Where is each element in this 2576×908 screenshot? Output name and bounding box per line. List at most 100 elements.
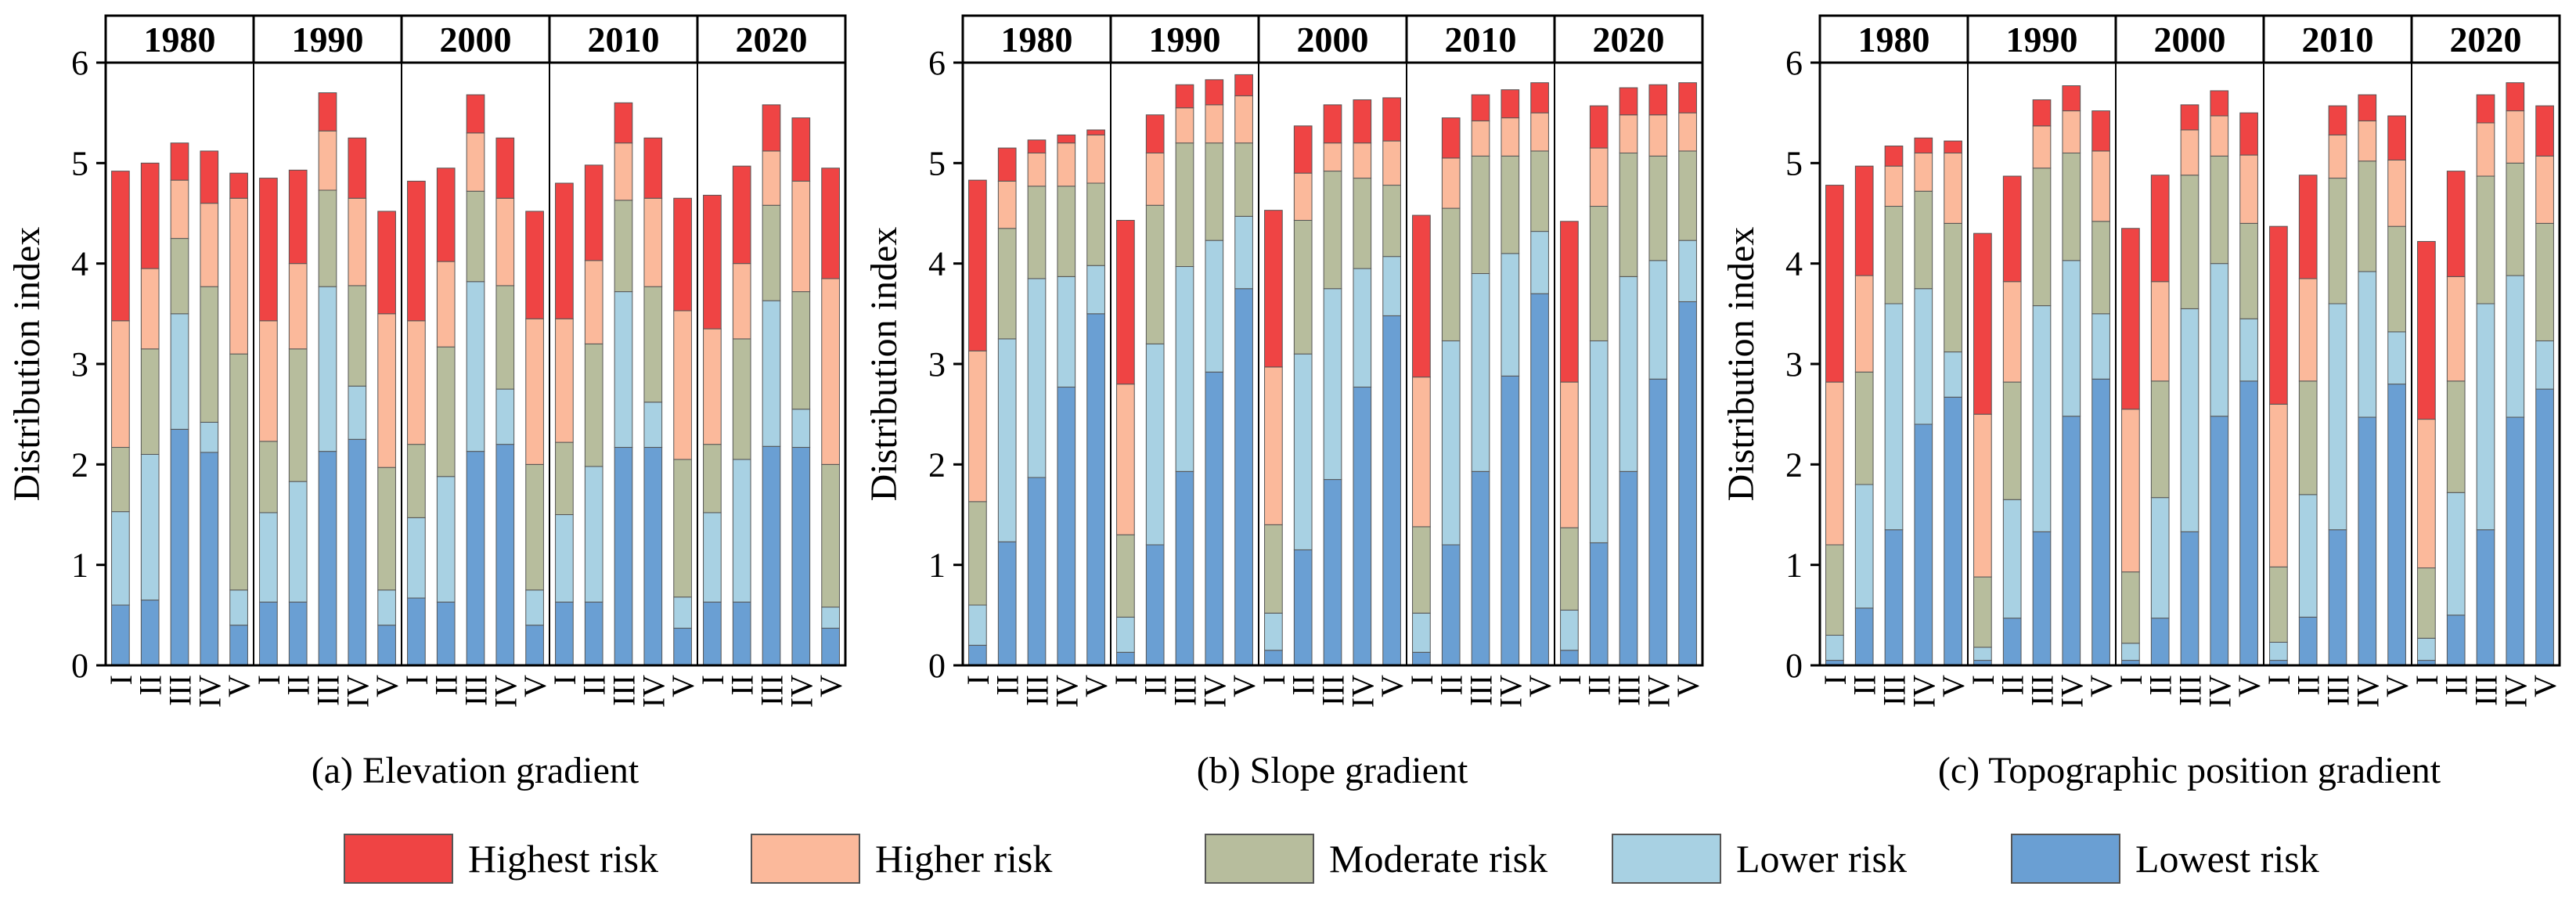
bar-segment-lowest bbox=[2032, 531, 2052, 666]
year-label: 2000 bbox=[1297, 20, 1369, 59]
category-label: IV bbox=[2498, 675, 2533, 708]
bar-segment-lowest bbox=[2062, 416, 2081, 666]
bar-segment-lowest bbox=[1116, 651, 1135, 666]
bar-segment-moderate bbox=[2032, 168, 2052, 307]
bar-segment-lower bbox=[1353, 268, 1372, 388]
bar-segment-highest bbox=[1116, 219, 1135, 385]
bar-segment-lower bbox=[2150, 497, 2170, 619]
bar-segment-higher bbox=[1944, 153, 1962, 224]
category-label: I bbox=[547, 675, 582, 685]
bar-segment-moderate bbox=[1914, 190, 1933, 290]
bar-segment-highest bbox=[673, 197, 692, 312]
bar-segment-lower bbox=[1884, 303, 1904, 531]
bar-segment-highest bbox=[555, 182, 574, 319]
bar-segment-moderate bbox=[2358, 160, 2377, 272]
bar-segment-highest bbox=[1057, 134, 1076, 144]
bar-segment-lower bbox=[2091, 313, 2110, 380]
bar-segment-lowest bbox=[997, 541, 1017, 666]
bar-segment-higher bbox=[288, 263, 308, 350]
bar-segment-lower bbox=[762, 300, 781, 447]
bar-segment-lowest bbox=[1412, 651, 1431, 666]
category-label: II bbox=[281, 675, 316, 696]
bar-segment-moderate bbox=[2328, 178, 2347, 304]
bar-segment-lowest bbox=[1057, 387, 1076, 666]
bar-segment-highest bbox=[1944, 140, 1962, 154]
y-tick-label: 1 bbox=[1785, 546, 1803, 585]
y-tick-label: 5 bbox=[928, 144, 946, 182]
bar-segment-lowest bbox=[2328, 529, 2347, 666]
bar-segment-highest bbox=[229, 172, 248, 199]
bar-segment-higher bbox=[584, 260, 603, 344]
bar-segment-highest bbox=[1825, 185, 1844, 383]
bar-segment-lower bbox=[1086, 265, 1105, 315]
bar-segment-lowest bbox=[1501, 375, 1520, 666]
bar-segment-lower bbox=[200, 421, 219, 453]
bar-segment-lowest bbox=[495, 444, 515, 666]
bar-segment-higher bbox=[259, 320, 278, 442]
bar-segment-lower bbox=[140, 454, 160, 601]
category-label: V bbox=[2084, 675, 2119, 697]
bar-segment-higher bbox=[1116, 384, 1135, 535]
y-axis-title: Distribution index bbox=[1720, 227, 1762, 502]
category-label: I bbox=[2113, 675, 2149, 685]
bar-segment-moderate bbox=[997, 228, 1017, 340]
year-label: 1980 bbox=[1001, 20, 1073, 59]
y-tick-label: 5 bbox=[1785, 144, 1803, 182]
bar-segment-higher bbox=[2002, 281, 2022, 383]
bar-segment-highest bbox=[2476, 94, 2495, 124]
year-label: 2010 bbox=[1445, 20, 1517, 59]
bar-segment-lowest bbox=[140, 600, 160, 666]
bar-segment-moderate bbox=[1973, 576, 1992, 648]
bar-segment-lowest bbox=[1382, 315, 1401, 666]
category-label: III bbox=[1168, 675, 1203, 706]
bar-segment-lowest bbox=[111, 604, 130, 666]
bar-segment-moderate bbox=[1027, 186, 1047, 279]
category-label: II bbox=[990, 675, 1025, 696]
bar-segment-moderate bbox=[673, 459, 692, 598]
bar-segment-lower bbox=[2121, 643, 2140, 661]
bar-segment-moderate bbox=[1293, 219, 1313, 355]
bar-segment-lower bbox=[466, 281, 485, 452]
category-label: V bbox=[813, 675, 848, 697]
bar-segment-lowest bbox=[348, 438, 367, 666]
bar-segment-moderate bbox=[407, 444, 426, 518]
bar-segment-higher bbox=[1205, 104, 1224, 144]
bar-segment-lowest bbox=[170, 428, 189, 666]
bar-segment-moderate bbox=[1116, 534, 1135, 618]
chart-caption: (c) Topographic position gradient bbox=[1938, 750, 2441, 791]
bar-segment-moderate bbox=[1678, 150, 1697, 241]
category-label: V bbox=[222, 675, 257, 697]
bar-segment-moderate bbox=[968, 501, 987, 606]
bar-segment-highest bbox=[1086, 129, 1105, 135]
bar-segment-lowest bbox=[436, 601, 456, 666]
bar-segment-highest bbox=[2150, 175, 2170, 283]
bar-segment-higher bbox=[1323, 142, 1342, 172]
bar-segment-lower bbox=[1175, 266, 1194, 472]
bar-segment-higher bbox=[1619, 114, 1638, 154]
bar-segment-lower bbox=[703, 512, 722, 603]
bar-segment-lowest bbox=[584, 601, 603, 666]
category-label: V bbox=[1374, 675, 1410, 697]
bar-segment-highest bbox=[111, 171, 130, 322]
category-label: I bbox=[960, 675, 996, 685]
bar-segment-higher bbox=[2210, 115, 2229, 157]
bar-segment-lower bbox=[1589, 340, 1609, 543]
y-tick-label: 5 bbox=[71, 144, 88, 182]
bar-segment-higher bbox=[2387, 159, 2406, 227]
legend-swatch bbox=[2011, 834, 2120, 884]
bar-segment-higher bbox=[377, 313, 396, 468]
bar-segment-lower bbox=[1471, 273, 1490, 472]
y-tick-label: 2 bbox=[1785, 445, 1803, 484]
bar-segment-lower bbox=[2417, 637, 2436, 661]
bar-segment-lowest bbox=[466, 451, 485, 666]
bar-segment-lower bbox=[1057, 276, 1076, 388]
bar-segment-highest bbox=[1234, 74, 1253, 96]
bar-segment-moderate bbox=[2239, 222, 2258, 319]
bar-segment-highest bbox=[1648, 84, 1668, 116]
bar-segment-lower bbox=[436, 476, 456, 603]
bar-segment-lower bbox=[732, 459, 751, 603]
bar-segment-lowest bbox=[1854, 607, 1874, 666]
bar-segment-higher bbox=[1145, 153, 1165, 206]
bar-segment-highest bbox=[2062, 85, 2081, 112]
bar-segment-moderate bbox=[1825, 544, 1844, 636]
